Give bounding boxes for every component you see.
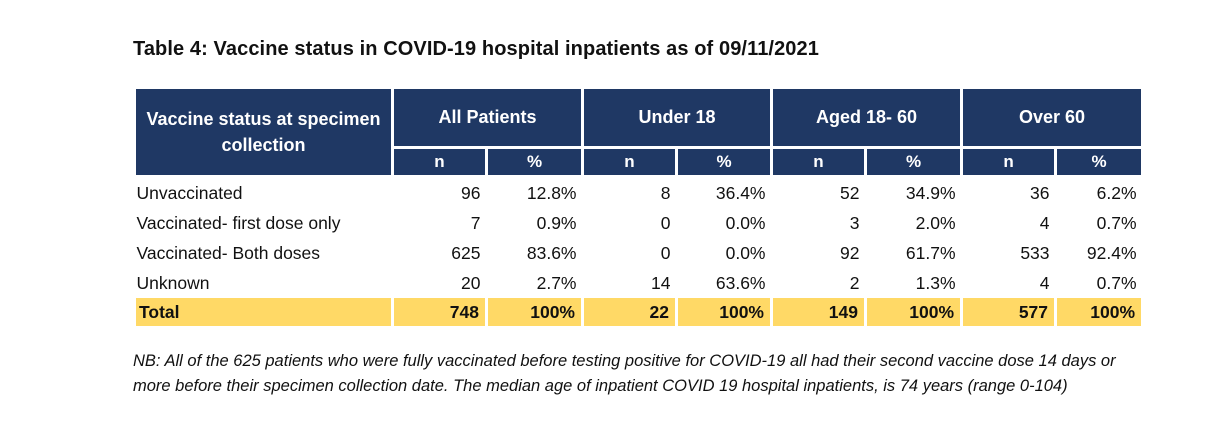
subheader-n: n (960, 146, 1058, 178)
table-cell: 533 (1020, 242, 1050, 263)
table-cell: 14 (651, 272, 671, 293)
footnote: NB: All of the 625 patients who were ful… (133, 352, 1116, 395)
vaccine-status-table: Vaccine status at specimen collection Al… (133, 86, 1145, 326)
table-cell: 2.7% (536, 272, 577, 293)
row-label: Vaccinated- first dose only (136, 212, 341, 233)
total-cell: 100% (485, 298, 584, 326)
total-cell: 100% (675, 298, 773, 326)
table-cell: 0.7% (1096, 212, 1137, 233)
table-cell: 83.6% (526, 242, 577, 263)
table-row: Vaccinated- Both doses 625 83.6% 0 0.0% … (135, 238, 1143, 268)
total-cell: 149 (770, 298, 867, 326)
table-cell: 96 (461, 182, 481, 203)
subheader-n: n (770, 146, 867, 178)
table-title: Table 4: Vaccine status in COVID-19 hosp… (133, 38, 819, 60)
total-cell: 100% (1054, 298, 1145, 326)
table-cell: 3 (849, 212, 860, 233)
table-cell: 0.0% (725, 242, 766, 263)
group-header-aged-18-60: Aged 18- 60 (769, 86, 964, 149)
table-cell: 12.8% (526, 182, 577, 203)
table-cell: 0 (660, 242, 671, 263)
table-cell: 92 (840, 242, 860, 263)
table-cell: 0.7% (1096, 272, 1137, 293)
table-row: Unknown 20 2.7% 14 63.6% 2 1.3% 4 0.7% (135, 268, 1143, 298)
table-cell: 2 (849, 272, 860, 293)
subheader-percent: % (1054, 146, 1145, 178)
group-header-under-18: Under 18 (581, 86, 773, 149)
subheader-percent: % (485, 146, 584, 178)
table-cell: 52 (840, 182, 860, 203)
table-cell: 625 (451, 242, 481, 263)
table-cell: 2.0% (915, 212, 956, 233)
table-cell: 7 (470, 212, 481, 233)
table-cell: 0.9% (536, 212, 577, 233)
subheader-percent: % (675, 146, 773, 178)
total-cell: 100% (863, 298, 964, 326)
table-cell: 34.9% (905, 182, 956, 203)
table-cell: 36 (1030, 182, 1050, 203)
table-cell: 4 (1039, 212, 1050, 233)
status-column-header: Vaccine status at specimen collection (133, 86, 394, 178)
table-cell: 0 (660, 212, 671, 233)
total-row: Total 748 100% 22 100% 149 100% 577 100% (133, 298, 1145, 326)
table-cell: 61.7% (905, 242, 956, 263)
total-cell: 748 (391, 298, 488, 326)
table-cell: 6.2% (1096, 182, 1137, 203)
total-label: Total (133, 298, 394, 326)
table-cell: 8 (660, 182, 671, 203)
subheader-n: n (391, 146, 488, 178)
group-header-over-60: Over 60 (960, 86, 1145, 149)
table-cell: 0.0% (725, 212, 766, 233)
row-label: Unknown (136, 272, 210, 293)
table-cell: 63.6% (715, 272, 766, 293)
group-header-all-patients: All Patients (391, 86, 584, 149)
table-row: Vaccinated- first dose only 7 0.9% 0 0.0… (135, 208, 1143, 238)
total-cell: 577 (960, 298, 1058, 326)
table-cell: 20 (461, 272, 481, 293)
total-cell: 22 (581, 298, 678, 326)
table-cell: 92.4% (1086, 242, 1137, 263)
row-label: Unvaccinated (136, 182, 243, 203)
table-cell: 4 (1039, 272, 1050, 293)
table-cell: 1.3% (915, 272, 956, 293)
subheader-percent: % (863, 146, 964, 178)
table-row: Unvaccinated 96 12.8% 8 36.4% 52 34.9% 3… (135, 177, 1143, 209)
table-cell: 36.4% (715, 182, 766, 203)
subheader-n: n (581, 146, 678, 178)
row-label: Vaccinated- Both doses (136, 242, 321, 263)
